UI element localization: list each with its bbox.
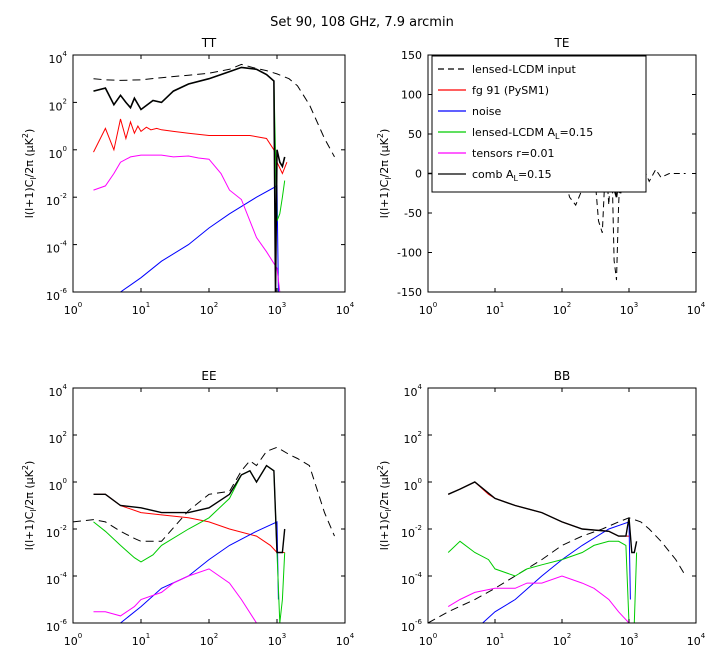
y-tick-label: 104 bbox=[49, 383, 68, 399]
x-tick-label: 104 bbox=[336, 632, 355, 648]
series-comb-a-l-0-15 bbox=[447, 481, 638, 554]
y-tick-label: -50 bbox=[404, 207, 422, 220]
legend-box bbox=[431, 55, 647, 193]
x-tick-label: 100 bbox=[419, 632, 437, 648]
legend-label: noise bbox=[472, 105, 501, 118]
x-tick-label: 102 bbox=[200, 632, 218, 648]
x-tick-label: 100 bbox=[419, 301, 437, 317]
y-tick-label: 104 bbox=[404, 383, 423, 399]
x-tick-label: 101 bbox=[132, 301, 150, 317]
series-fg-91-pysm1- bbox=[93, 118, 288, 175]
panel-ee: EE 100 101 102 103 104 10-6 10-4 10-2 100 102 104 l(… bbox=[21, 369, 355, 648]
series-tensors-r-0-01 bbox=[93, 154, 281, 292]
series-fg-91-pysm1- bbox=[93, 493, 285, 553]
series-lensed-lcdm-input bbox=[73, 446, 335, 542]
series-comb-a-l-0-15 bbox=[93, 464, 286, 554]
x-tick-label: 102 bbox=[553, 301, 571, 317]
series-group bbox=[73, 446, 335, 623]
y-tick-label: 150 bbox=[401, 49, 422, 62]
y-tick-label: 10-6 bbox=[46, 287, 68, 303]
x-tick-label: 100 bbox=[64, 632, 82, 648]
x-tick-label: 103 bbox=[268, 301, 286, 317]
series-group bbox=[428, 481, 687, 623]
x-tick-label: 104 bbox=[336, 301, 355, 317]
y-tick-label: 100 bbox=[49, 477, 67, 493]
x-tick-label: 101 bbox=[132, 632, 150, 648]
series-comb-a-l-0-15 bbox=[93, 66, 286, 292]
legend-label: fg 91 (PySM1) bbox=[472, 84, 549, 97]
x-tick-label: 100 bbox=[64, 301, 82, 317]
series-tensors-r-0-01 bbox=[447, 575, 630, 623]
panel-title: BB bbox=[554, 369, 570, 383]
y-tick-label: 102 bbox=[49, 97, 67, 113]
axes-frame bbox=[72, 387, 346, 624]
x-tick-label: 104 bbox=[687, 301, 706, 317]
series-lensed-lcdm-input bbox=[428, 517, 687, 623]
panel-te: TE 100 101 102 103 104 -150 -100 -50 0 50 100 150 l(l… bbox=[376, 36, 706, 317]
panel-title: TE bbox=[554, 36, 570, 50]
x-tick-label: 101 bbox=[486, 301, 504, 317]
y-tick-label: 10-6 bbox=[46, 618, 68, 634]
x-tick-label: 103 bbox=[620, 301, 638, 317]
y-tick-label: 10-2 bbox=[401, 524, 422, 540]
panel-title: TT bbox=[201, 36, 217, 50]
y-tick-label: 100 bbox=[404, 477, 422, 493]
x-tick-label: 103 bbox=[620, 632, 638, 648]
y-axis-label: l(l+1)Cl/2π (μK2) bbox=[376, 129, 393, 219]
y-tick-label: 10-2 bbox=[46, 524, 67, 540]
series-lensed-lcdm-input bbox=[428, 126, 686, 281]
series-noise bbox=[120, 521, 279, 623]
x-tick-label: 102 bbox=[553, 632, 571, 648]
y-axis-label: l(l+1)Cl/2π (μK2) bbox=[376, 461, 393, 551]
y-axis-label: l(l+1)Cl/2π (μK2) bbox=[21, 461, 38, 551]
series-noise bbox=[120, 185, 279, 292]
series-noise bbox=[481, 521, 631, 623]
series-lensed-lcdm-a-l-0-15 bbox=[447, 540, 638, 623]
y-tick-label: 50 bbox=[408, 128, 422, 141]
legend: lensed-LCDM input fg 91 (PySM1) noise lense… bbox=[431, 55, 647, 193]
series-tensors-r-0-01 bbox=[93, 568, 274, 623]
panels: TT 100 101 102 103 104 10-6 10-4 10-2 100 102 104 l(… bbox=[21, 36, 706, 648]
series-lensed-lcdm-a-l-0-15 bbox=[93, 464, 286, 623]
panel-title: EE bbox=[201, 369, 216, 383]
axes-frame bbox=[427, 387, 697, 624]
y-tick-label: 100 bbox=[401, 89, 422, 102]
series-lensed-lcdm-input bbox=[93, 63, 335, 158]
x-tick-label: 104 bbox=[687, 632, 706, 648]
y-axis-label: l(l+1)Cl/2π (μK2) bbox=[21, 129, 38, 219]
y-tick-label: -150 bbox=[397, 286, 422, 299]
panel-bb: BB 100 101 102 103 104 10-6 10-4 10-2 100 102 104 l(… bbox=[376, 369, 706, 648]
y-tick-label: 10-4 bbox=[401, 571, 423, 587]
y-tick-label: 10-6 bbox=[401, 618, 423, 634]
y-tick-label: 102 bbox=[49, 430, 67, 446]
y-tick-label: -100 bbox=[397, 247, 422, 260]
y-tick-label: 10-2 bbox=[46, 192, 67, 208]
series-fg-91-pysm1- bbox=[447, 481, 629, 537]
y-tick-label: 100 bbox=[49, 145, 67, 161]
legend-label: lensed-LCDM input bbox=[472, 63, 576, 76]
x-tick-label: 101 bbox=[486, 632, 504, 648]
y-tick-label: 0 bbox=[415, 168, 422, 181]
legend-label: comb AL=0.15 bbox=[472, 168, 552, 183]
y-tick-label: 10-4 bbox=[46, 240, 68, 256]
y-tick-label: 10-4 bbox=[46, 571, 68, 587]
legend-label: tensors r=0.01 bbox=[472, 147, 555, 160]
legend-label: lensed-LCDM AL=0.15 bbox=[472, 126, 593, 141]
x-tick-label: 103 bbox=[268, 632, 286, 648]
y-tick-label: 102 bbox=[404, 430, 422, 446]
figure-title: Set 90, 108 GHz, 7.9 arcmin bbox=[270, 15, 454, 30]
x-tick-label: 102 bbox=[200, 301, 218, 317]
series-group bbox=[93, 63, 335, 292]
panel-tt: TT 100 101 102 103 104 10-6 10-4 10-2 100 102 104 l(… bbox=[21, 36, 355, 317]
y-tick-label: 104 bbox=[49, 50, 68, 66]
